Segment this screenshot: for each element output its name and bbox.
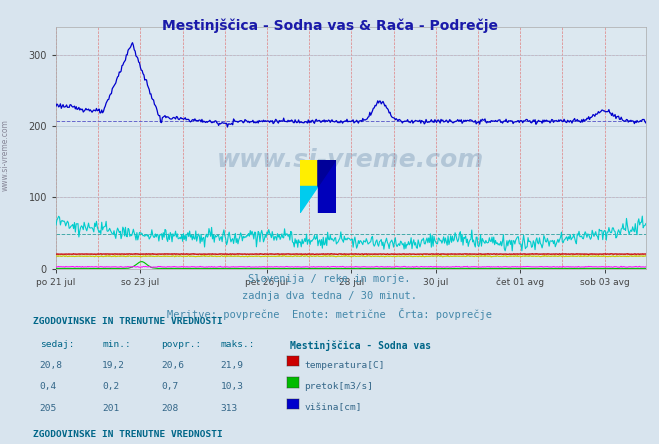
Text: 205: 205 bbox=[40, 404, 57, 412]
Text: www.si-vreme.com: www.si-vreme.com bbox=[1, 119, 10, 191]
Bar bbox=[318, 160, 336, 213]
Text: ZGODOVINSKE IN TRENUTNE VREDNOSTI: ZGODOVINSKE IN TRENUTNE VREDNOSTI bbox=[33, 317, 223, 326]
Text: zadnja dva tedna / 30 minut.: zadnja dva tedna / 30 minut. bbox=[242, 291, 417, 301]
Polygon shape bbox=[318, 160, 336, 186]
Bar bbox=[300, 160, 318, 186]
Text: 20,6: 20,6 bbox=[161, 361, 185, 370]
Text: 0,4: 0,4 bbox=[40, 382, 57, 391]
Text: Meritve: povprečne  Enote: metrične  Črta: povprečje: Meritve: povprečne Enote: metrične Črta:… bbox=[167, 308, 492, 320]
Text: Mestinjščica - Sodna vas: Mestinjščica - Sodna vas bbox=[290, 340, 431, 351]
Text: temperatura[C]: temperatura[C] bbox=[304, 361, 385, 370]
Text: povpr.:: povpr.: bbox=[161, 340, 202, 349]
Text: min.:: min.: bbox=[102, 340, 131, 349]
Text: 20,8: 20,8 bbox=[40, 361, 63, 370]
Text: sedaj:: sedaj: bbox=[40, 340, 74, 349]
Polygon shape bbox=[300, 186, 318, 213]
Text: višina[cm]: višina[cm] bbox=[304, 404, 362, 412]
Text: 19,2: 19,2 bbox=[102, 361, 125, 370]
Text: pretok[m3/s]: pretok[m3/s] bbox=[304, 382, 374, 391]
Text: 208: 208 bbox=[161, 404, 179, 412]
Text: 0,2: 0,2 bbox=[102, 382, 119, 391]
Text: Slovenija / reke in morje.: Slovenija / reke in morje. bbox=[248, 274, 411, 285]
Text: maks.:: maks.: bbox=[221, 340, 255, 349]
Text: 0,7: 0,7 bbox=[161, 382, 179, 391]
Text: 201: 201 bbox=[102, 404, 119, 412]
Text: 10,3: 10,3 bbox=[221, 382, 244, 391]
Text: www.si-vreme.com: www.si-vreme.com bbox=[217, 148, 484, 172]
Text: 313: 313 bbox=[221, 404, 238, 412]
Text: Mestinjščica - Sodna vas & Rača - Podrečje: Mestinjščica - Sodna vas & Rača - Podreč… bbox=[161, 19, 498, 33]
Text: 21,9: 21,9 bbox=[221, 361, 244, 370]
Text: ZGODOVINSKE IN TRENUTNE VREDNOSTI: ZGODOVINSKE IN TRENUTNE VREDNOSTI bbox=[33, 430, 223, 439]
